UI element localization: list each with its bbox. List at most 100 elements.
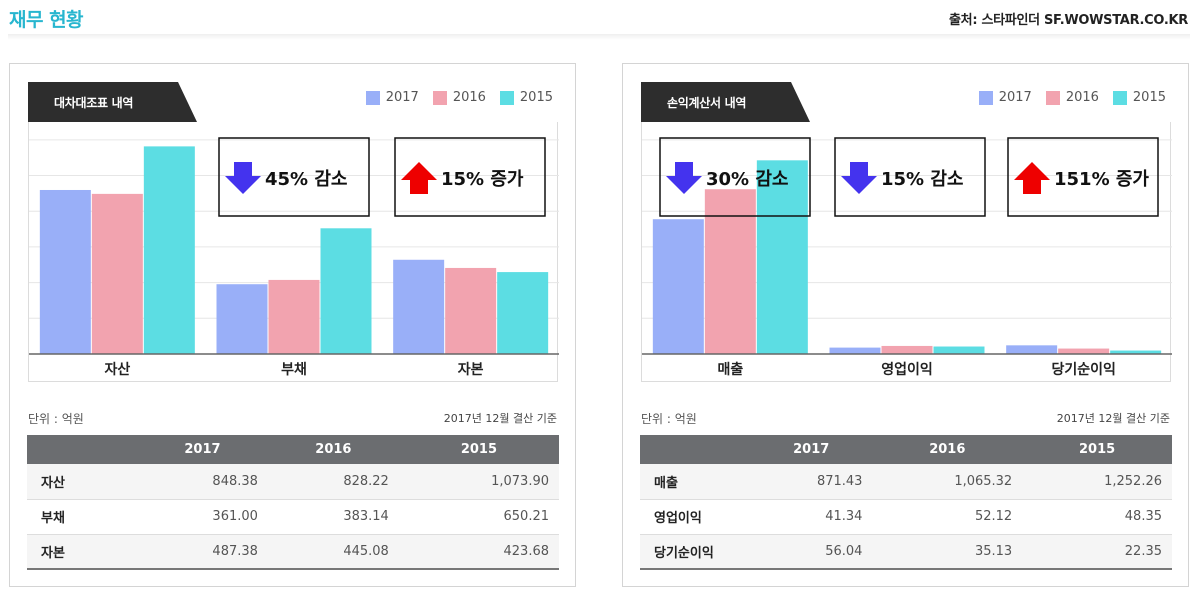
bar-2017 xyxy=(216,284,268,354)
annotation-box xyxy=(834,137,986,217)
annotation-text: 30% 감소 xyxy=(706,169,788,190)
row-label: 부채 xyxy=(41,511,65,526)
table-cell: 383.14 xyxy=(343,509,389,524)
bar-chart: 자산 부채 자본 45% 감소 15% 증가 xyxy=(28,122,559,382)
unit-label: 단위 : 억원 xyxy=(641,412,697,426)
change-annotation: 30% 감소 xyxy=(659,137,811,217)
annotation-text: 15% 감소 xyxy=(881,169,963,190)
arrow-up-icon xyxy=(401,162,437,194)
legend-label: 2017 xyxy=(998,90,1032,105)
table-row: 자산 848.38 828.22 1,073.90 xyxy=(27,464,559,499)
panel-tab-label: 손익계산서 내역 xyxy=(667,96,747,110)
annotation-box xyxy=(218,137,370,217)
bar-2017 xyxy=(39,189,91,354)
arrow-down-icon xyxy=(841,162,877,194)
table-cell: 22.35 xyxy=(1124,543,1162,559)
bar-2016 xyxy=(91,193,143,354)
table-row: 영업이익 41.34 52.12 48.35 xyxy=(640,499,1172,534)
bar-2016 xyxy=(881,345,933,354)
table-cell: 650.21 xyxy=(503,509,550,524)
table-cell: 848.38 xyxy=(212,473,258,489)
table-header-cell xyxy=(640,435,750,464)
annotation-box xyxy=(394,137,546,217)
legend-item-2015: 2015 xyxy=(499,90,553,105)
arrow-down-icon xyxy=(225,162,261,194)
arrow-down-icon xyxy=(666,162,702,194)
data-table: 2017 2016 2015 매출 871.43 1,065.32 1,252.… xyxy=(640,435,1172,570)
panel-tab-label: 대차대조표 내역 xyxy=(54,96,134,110)
legend-item-2016: 2016 xyxy=(1045,90,1099,105)
table-cell: 871.43 xyxy=(816,473,863,489)
legend-swatch xyxy=(432,90,447,105)
annotation-text: 45% 감소 xyxy=(265,169,347,190)
table-cell: 48.35 xyxy=(1124,509,1162,524)
annotation-box xyxy=(659,137,811,217)
panel-tab: 손익계산서 내역 xyxy=(641,82,810,122)
bar-2015 xyxy=(320,228,372,354)
legend-item-2017: 2017 xyxy=(365,90,419,105)
table-header-cell: 2015 xyxy=(460,442,498,457)
bar-2017 xyxy=(829,347,881,354)
bar-chart-svg: 자산 부채 자본 45% 감소 15% 증가 xyxy=(29,137,559,378)
source-credit: 출처: 스타파인더 SF.WOWSTAR.CO.KR xyxy=(949,13,1188,28)
table-cell: 1,065.32 xyxy=(954,473,1013,489)
bar-2015 xyxy=(756,160,808,354)
legend-swatch xyxy=(1045,90,1060,105)
change-annotation: 15% 감소 xyxy=(834,137,986,217)
bar-2015 xyxy=(143,146,195,354)
table-cell: 56.04 xyxy=(825,543,863,559)
basis-label: 2017년 12월 결산 기준 xyxy=(443,412,557,425)
bar-chart-svg: 매출 영업이익 당기순이익 30% 감소 15% 감소 151% 증가 xyxy=(642,137,1172,378)
bar-2016 xyxy=(445,267,497,354)
legend-item-2017: 2017 xyxy=(978,90,1032,105)
annotation-text: 151% 증가 xyxy=(1054,169,1149,190)
annotation-box xyxy=(1007,137,1159,217)
table-cell: 41.34 xyxy=(825,509,863,524)
change-annotation: 15% 증가 xyxy=(394,137,546,217)
legend-swatch xyxy=(365,90,380,105)
table-row: 부채 361.00 383.14 650.21 xyxy=(27,499,559,534)
row-label: 자산 xyxy=(41,475,65,491)
legend-swatch xyxy=(499,90,514,105)
row-label: 매출 xyxy=(654,475,678,491)
bar-2015 xyxy=(933,346,985,354)
x-tick-label: 매출 xyxy=(717,361,743,378)
bar-2015 xyxy=(1110,350,1162,354)
legend-item-2016: 2016 xyxy=(432,90,486,105)
data-table: 2017 2016 2015 자산 848.38 828.22 1,073.90… xyxy=(27,435,559,570)
legend-label: 2015 xyxy=(1132,90,1166,105)
bar-2017 xyxy=(652,219,704,354)
legend-label: 2015 xyxy=(519,90,553,105)
bar-2015 xyxy=(497,272,549,354)
x-tick-label: 영업이익 xyxy=(881,361,933,378)
bar-chart: 매출 영업이익 당기순이익 30% 감소 15% 감소 151% 증가 xyxy=(641,122,1172,382)
arrow-up-icon xyxy=(1014,162,1050,194)
x-tick-label: 자산 xyxy=(104,361,130,378)
bar-2016 xyxy=(1058,348,1110,354)
table-cell: 361.00 xyxy=(212,509,258,524)
table-header-cell: 2017 xyxy=(184,442,221,457)
balance-sheet-panel: 대차대조표 내역 2017 2016 2015 자산 부채 자본 45% 감소 15% … xyxy=(9,63,576,587)
table-header-row: 2017 2016 2015 xyxy=(640,435,1172,464)
table-cell: 487.38 xyxy=(212,543,258,559)
change-annotation: 151% 증가 xyxy=(1007,137,1159,217)
legend-swatch xyxy=(1112,90,1127,105)
panel-tab: 대차대조표 내역 xyxy=(28,82,197,122)
table-cell: 423.68 xyxy=(503,543,550,559)
x-tick-label: 부채 xyxy=(281,362,307,378)
row-label: 자본 xyxy=(41,545,65,561)
basis-label: 2017년 12월 결산 기준 xyxy=(1056,412,1170,425)
bar-2017 xyxy=(393,259,445,354)
table-cell: 1,073.90 xyxy=(491,473,549,489)
table-row: 자본 487.38 445.08 423.68 xyxy=(27,534,559,569)
x-tick-label: 자본 xyxy=(458,362,484,378)
table-header-cell: 2016 xyxy=(315,442,352,457)
table-header-cell: 2017 xyxy=(793,442,830,457)
table-row: 당기순이익 56.04 35.13 22.35 xyxy=(640,534,1172,569)
table-cell: 828.22 xyxy=(343,473,389,489)
legend-label: 2017 xyxy=(385,90,419,105)
table-cell: 445.08 xyxy=(343,543,389,559)
legend-label: 2016 xyxy=(452,90,486,105)
table-cell: 52.12 xyxy=(974,509,1013,524)
annotation-text: 15% 증가 xyxy=(441,169,524,190)
